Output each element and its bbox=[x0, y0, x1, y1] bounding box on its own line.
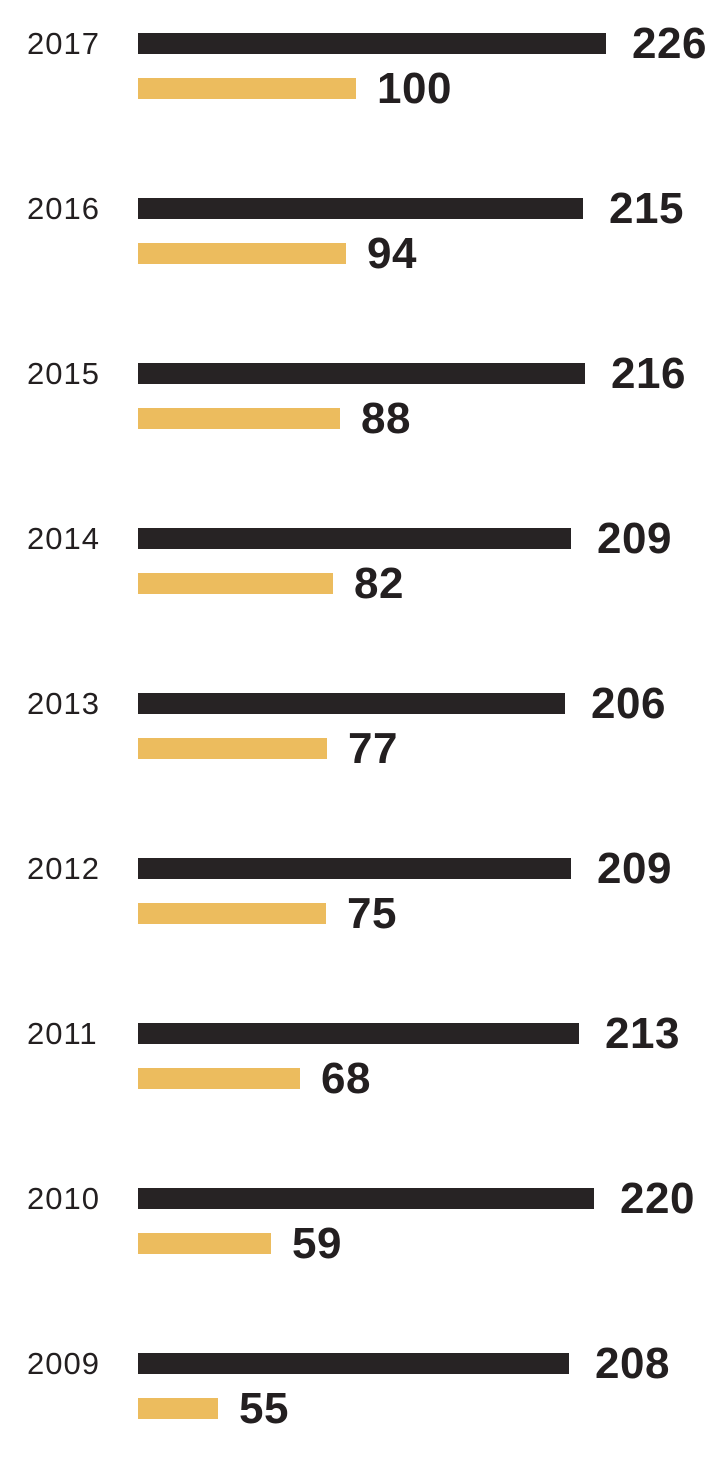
year-label: 2013 bbox=[27, 685, 100, 721]
black-bar-value: 220 bbox=[620, 1174, 695, 1223]
black-bar bbox=[138, 528, 571, 549]
gold-bar-line: 100 bbox=[138, 64, 452, 113]
year-group-2016: 2016 215 94 bbox=[0, 184, 719, 318]
black-bar-line: 209 bbox=[138, 514, 672, 563]
black-bar-value: 213 bbox=[605, 1009, 680, 1058]
gold-bar bbox=[138, 78, 356, 99]
year-group-2012: 2012 209 75 bbox=[0, 844, 719, 978]
gold-bar-value: 75 bbox=[347, 889, 397, 938]
black-bar-value: 215 bbox=[609, 184, 684, 233]
black-bar-line: 215 bbox=[138, 184, 684, 233]
gold-bar-value: 100 bbox=[377, 64, 452, 113]
year-label: 2016 bbox=[27, 190, 100, 226]
black-bar-line: 208 bbox=[138, 1339, 670, 1388]
gold-bar-value: 94 bbox=[367, 229, 417, 278]
year-group-2011: 2011 213 68 bbox=[0, 1009, 719, 1143]
black-bar-line: 206 bbox=[138, 679, 666, 728]
gold-bar bbox=[138, 903, 326, 924]
year-label: 2012 bbox=[27, 850, 100, 886]
black-bar-line: 216 bbox=[138, 349, 686, 398]
gold-bar bbox=[138, 573, 333, 594]
year-group-2013: 2013 206 77 bbox=[0, 679, 719, 813]
year-label: 2014 bbox=[27, 520, 100, 556]
year-group-2010: 2010 220 59 bbox=[0, 1174, 719, 1308]
gold-bar-line: 82 bbox=[138, 559, 404, 608]
year-label: 2010 bbox=[27, 1180, 100, 1216]
gold-bar bbox=[138, 1068, 300, 1089]
gold-bar-line: 75 bbox=[138, 889, 397, 938]
black-bar bbox=[138, 33, 606, 54]
gold-bar-line: 94 bbox=[138, 229, 417, 278]
gold-bar-line: 68 bbox=[138, 1054, 371, 1103]
gold-bar-line: 77 bbox=[138, 724, 398, 773]
black-bar-value: 209 bbox=[597, 514, 672, 563]
year-group-2017: 2017 226 100 bbox=[0, 19, 719, 153]
black-bar-value: 216 bbox=[611, 349, 686, 398]
year-label: 2011 bbox=[27, 1015, 98, 1051]
year-label: 2015 bbox=[27, 355, 100, 391]
gold-bar bbox=[138, 1233, 271, 1254]
gold-bar bbox=[138, 738, 327, 759]
black-bar-value: 208 bbox=[595, 1339, 670, 1388]
gold-bar-line: 88 bbox=[138, 394, 411, 443]
gold-bar bbox=[138, 1398, 218, 1419]
year-group-2009: 2009 208 55 bbox=[0, 1339, 719, 1458]
black-bar-line: 226 bbox=[138, 19, 707, 68]
gold-bar bbox=[138, 243, 346, 264]
black-bar bbox=[138, 198, 583, 219]
year-group-2014: 2014 209 82 bbox=[0, 514, 719, 648]
black-bar-value: 209 bbox=[597, 844, 672, 893]
gold-bar bbox=[138, 408, 340, 429]
year-group-2015: 2015 216 88 bbox=[0, 349, 719, 483]
year-label: 2017 bbox=[27, 25, 100, 61]
black-bar bbox=[138, 693, 565, 714]
gold-bar-value: 59 bbox=[292, 1219, 342, 1268]
black-bar-line: 209 bbox=[138, 844, 672, 893]
gold-bar-line: 59 bbox=[138, 1219, 342, 1268]
black-bar bbox=[138, 1188, 594, 1209]
gold-bar-value: 88 bbox=[361, 394, 411, 443]
gold-bar-value: 82 bbox=[354, 559, 404, 608]
year-label: 2009 bbox=[27, 1345, 100, 1381]
black-bar bbox=[138, 858, 571, 879]
black-bar-value: 206 bbox=[591, 679, 666, 728]
gold-bar-line: 55 bbox=[138, 1384, 289, 1433]
black-bar-line: 220 bbox=[138, 1174, 695, 1223]
gold-bar-value: 55 bbox=[239, 1384, 289, 1433]
black-bar bbox=[138, 1023, 579, 1044]
black-bar-line: 213 bbox=[138, 1009, 680, 1058]
gold-bar-value: 77 bbox=[348, 724, 398, 773]
black-bar bbox=[138, 1353, 569, 1374]
gold-bar-value: 68 bbox=[321, 1054, 371, 1103]
black-bar bbox=[138, 363, 585, 384]
black-bar-value: 226 bbox=[632, 19, 707, 68]
